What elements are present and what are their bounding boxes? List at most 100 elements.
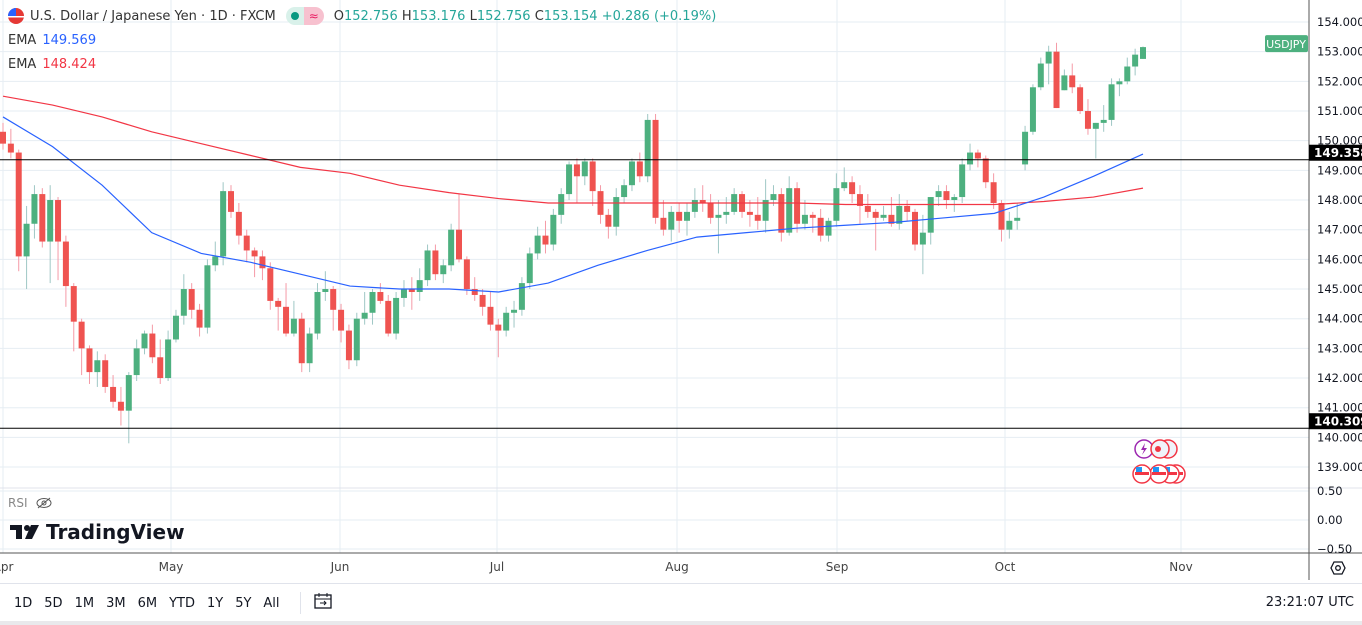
candle-body bbox=[636, 161, 643, 177]
candle-body bbox=[290, 318, 297, 334]
candle-up bbox=[393, 291, 400, 340]
candle-up bbox=[1014, 202, 1021, 230]
candle-body bbox=[676, 211, 683, 221]
flag-stripe bbox=[1163, 472, 1177, 475]
candle-body bbox=[990, 182, 997, 203]
candle-body bbox=[1006, 220, 1013, 230]
candle-body bbox=[542, 235, 549, 245]
flag-canton bbox=[1153, 467, 1159, 472]
timeframe-5y[interactable]: 5Y bbox=[235, 595, 252, 611]
candle-up bbox=[1022, 125, 1029, 171]
candle-body bbox=[1116, 81, 1123, 85]
calendar-range-icon[interactable] bbox=[299, 592, 333, 614]
candle-down bbox=[660, 200, 667, 236]
footer-strip bbox=[0, 621, 1362, 625]
candle-down bbox=[196, 303, 203, 337]
candle-down bbox=[904, 200, 911, 221]
timeframe-1d[interactable]: 1D bbox=[14, 595, 33, 611]
candle-down bbox=[1077, 84, 1084, 114]
candle-down bbox=[385, 294, 392, 337]
candle-body bbox=[102, 360, 109, 387]
candle-body bbox=[998, 202, 1005, 230]
price-tick-label: 146.000 bbox=[1317, 252, 1362, 266]
candle-body bbox=[518, 283, 525, 310]
candle-body bbox=[1029, 87, 1036, 132]
candle-body bbox=[644, 119, 651, 177]
candle-down bbox=[542, 220, 549, 254]
candle-body bbox=[723, 211, 730, 215]
ohlc-readout: O152.756 H153.176 L152.756 C153.154 +0.2… bbox=[333, 8, 717, 24]
time-tick-label: May bbox=[159, 560, 184, 574]
candle-body bbox=[338, 309, 345, 331]
candle-body bbox=[78, 321, 85, 349]
event-markers[interactable] bbox=[1132, 439, 1186, 484]
candle-body bbox=[888, 214, 895, 224]
symbol-title[interactable]: U.S. Dollar / Japanese Yen · 1D · FXCM bbox=[30, 8, 276, 24]
candle-body bbox=[149, 333, 156, 358]
symbol-label-bg bbox=[1265, 35, 1308, 53]
candle-up bbox=[172, 309, 179, 343]
candle-body bbox=[613, 197, 620, 227]
clock-readout[interactable]: 23:21:07 UTC bbox=[1265, 595, 1354, 610]
price-tick-label: 154.000 bbox=[1317, 15, 1362, 29]
timeframe-1y[interactable]: 1Y bbox=[206, 595, 224, 611]
candle-up bbox=[165, 330, 172, 382]
time-tick-label: Oct bbox=[995, 560, 1016, 574]
candle-body bbox=[762, 200, 769, 221]
ema-legend-fast[interactable]: EMA 149.569 bbox=[8, 33, 97, 48]
candle-down bbox=[636, 152, 643, 183]
candle-body bbox=[904, 205, 911, 212]
eye-slash-icon[interactable] bbox=[36, 497, 52, 509]
rsi-legend[interactable]: RSI bbox=[8, 496, 52, 510]
ema-legend-slow[interactable]: EMA 148.424 bbox=[8, 57, 97, 72]
candle-up bbox=[959, 158, 966, 203]
change-value: +0.286 (+0.19%) bbox=[601, 8, 717, 24]
time-tick-label: Nov bbox=[1169, 560, 1192, 574]
candle-up bbox=[786, 176, 793, 236]
candle-body bbox=[0, 131, 6, 144]
candle-up bbox=[424, 244, 431, 287]
candle-body bbox=[141, 333, 148, 349]
candle-up bbox=[550, 208, 557, 251]
candle-down bbox=[888, 197, 895, 227]
candle-body bbox=[251, 250, 258, 257]
candle-body bbox=[353, 318, 360, 361]
candle-body bbox=[110, 386, 117, 402]
candle-down bbox=[589, 158, 596, 206]
candle-body bbox=[660, 217, 667, 230]
tradingview-logo[interactable]: TradingView bbox=[10, 520, 185, 544]
green-dot-icon bbox=[285, 7, 304, 25]
candle-up bbox=[534, 226, 541, 260]
timeframe-all[interactable]: All bbox=[263, 595, 280, 611]
candle-up bbox=[841, 167, 848, 192]
candle-down bbox=[974, 149, 981, 168]
timeframe-5d[interactable]: 5D bbox=[44, 595, 63, 611]
timeframe-3m[interactable]: 3M bbox=[106, 595, 126, 611]
candle-up bbox=[833, 173, 840, 227]
candle-body bbox=[605, 214, 612, 227]
timeframe-ytd[interactable]: YTD bbox=[169, 595, 195, 611]
timeframe-1m[interactable]: 1M bbox=[74, 595, 95, 611]
candle-body bbox=[212, 256, 219, 266]
chart-settings-icon[interactable] bbox=[1330, 560, 1346, 576]
candle-up bbox=[518, 277, 525, 316]
candle-body bbox=[935, 191, 942, 198]
candle-up bbox=[220, 182, 227, 266]
candle-body bbox=[1100, 119, 1107, 123]
candle-body bbox=[157, 357, 164, 379]
price-chart[interactable]: 139.000 140.000 141.000 142.000 143.000 144.0… bbox=[0, 0, 1362, 583]
market-status-pill[interactable]: ≈ bbox=[285, 7, 324, 25]
price-tick-label: 142.000 bbox=[1317, 371, 1362, 385]
candle-up bbox=[801, 200, 808, 230]
candle-body bbox=[668, 211, 675, 230]
price-tick-label: 145.000 bbox=[1317, 282, 1362, 296]
candle-up bbox=[896, 194, 903, 230]
candle-down bbox=[228, 185, 234, 218]
timeframe-6m[interactable]: 6M bbox=[137, 595, 158, 611]
candle-up bbox=[290, 300, 297, 337]
candle-up bbox=[613, 188, 620, 236]
time-tick-label: Sep bbox=[826, 560, 849, 574]
price-tick-label: 149.000 bbox=[1317, 163, 1362, 177]
candle-up bbox=[951, 194, 958, 212]
candle-body bbox=[809, 214, 816, 218]
